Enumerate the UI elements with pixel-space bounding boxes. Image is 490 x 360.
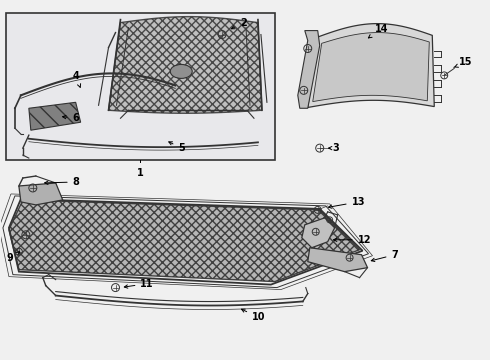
- Text: 5: 5: [169, 142, 185, 153]
- Polygon shape: [302, 218, 335, 248]
- Text: 8: 8: [45, 177, 79, 187]
- Text: 10: 10: [242, 309, 266, 323]
- Polygon shape: [19, 183, 63, 205]
- Text: 11: 11: [124, 279, 154, 289]
- Ellipse shape: [171, 64, 192, 78]
- Text: 9: 9: [6, 253, 13, 263]
- Text: 6: 6: [63, 113, 79, 123]
- Text: 13: 13: [328, 197, 365, 208]
- Polygon shape: [298, 31, 319, 108]
- Polygon shape: [108, 17, 262, 113]
- Text: 14: 14: [368, 24, 388, 38]
- Text: 2: 2: [231, 18, 247, 29]
- Polygon shape: [313, 32, 429, 102]
- Bar: [6, 13, 275, 160]
- Text: 7: 7: [371, 250, 398, 261]
- Polygon shape: [308, 24, 434, 108]
- Text: 12: 12: [334, 235, 371, 245]
- Text: 4: 4: [73, 71, 81, 87]
- Text: 1: 1: [137, 168, 144, 178]
- Polygon shape: [308, 248, 368, 272]
- Text: 3: 3: [333, 143, 340, 153]
- Text: 15: 15: [454, 58, 473, 67]
- Polygon shape: [29, 102, 81, 130]
- Polygon shape: [9, 200, 360, 282]
